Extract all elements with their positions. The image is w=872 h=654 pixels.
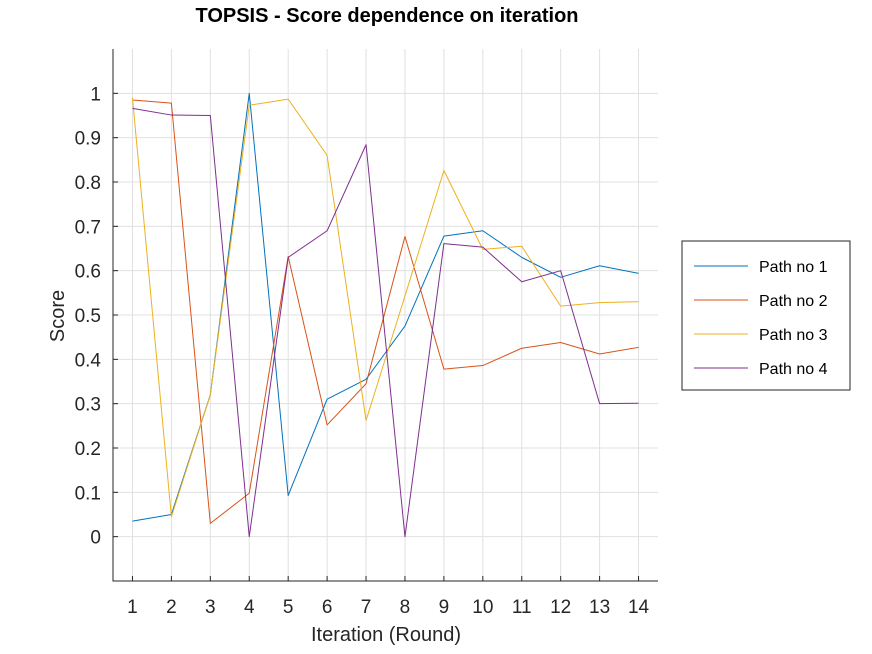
series-lines [131, 92, 639, 538]
legend: Path no 1 Path no 2 Path no 3 Path no 4 [681, 240, 851, 391]
axes [112, 49, 658, 582]
series-line-path-no-2 [132, 99, 639, 524]
x-tick-label: 8 [400, 597, 411, 618]
series-line-path-no-1 [132, 92, 639, 522]
x-tick-label: 5 [283, 597, 294, 618]
x-tick-label: 14 [628, 597, 650, 618]
y-tick-label: 0 [90, 528, 101, 549]
y-tick-label: 1 [90, 84, 101, 105]
x-tick-label: 13 [589, 597, 610, 618]
x-tick-labels: 1 2 3 4 5 6 7 8 9 10 11 12 13 14 [127, 597, 649, 618]
y-tick-label: 0.8 [75, 173, 101, 194]
legend-entry: Path no 3 [759, 327, 828, 344]
x-tick-label: 6 [322, 597, 333, 618]
y-tick-labels: 0 0.1 0.2 0.3 0.4 0.5 0.6 0.7 0.8 0.9 1 [75, 84, 102, 548]
y-tick-label: 0.3 [75, 395, 101, 416]
y-tick-label: 0.7 [75, 217, 101, 238]
grid [113, 49, 658, 581]
y-tick-label: 0.6 [75, 262, 101, 283]
x-tick-label: 7 [361, 597, 372, 618]
legend-entry: Path no 1 [759, 259, 828, 276]
x-tick-label: 11 [512, 597, 532, 618]
x-axis-label: Iteration (Round) [311, 624, 461, 646]
x-tick-label: 3 [205, 597, 216, 618]
x-tick-label: 4 [244, 597, 255, 618]
x-tick-label: 12 [550, 597, 571, 618]
y-axis-label: Score [47, 290, 69, 342]
chart-title: TOPSIS - Score dependence on iteration [195, 5, 578, 27]
y-tick-label: 0.9 [75, 129, 101, 150]
y-tick-label: 0.2 [75, 439, 101, 460]
x-tick-label: 2 [166, 597, 177, 618]
series-line-path-no-3 [131, 97, 639, 518]
x-tick-label: 9 [439, 597, 450, 618]
legend-entry: Path no 2 [759, 293, 828, 310]
y-tick-label: 0.4 [75, 350, 102, 371]
x-tick-label: 10 [472, 597, 493, 618]
legend-entry: Path no 4 [759, 361, 828, 378]
y-tick-label: 0.5 [75, 306, 101, 327]
series-line-path-no-4 [132, 107, 639, 538]
y-tick-label: 0.1 [75, 483, 101, 504]
axis-lines [112, 49, 658, 582]
x-tick-label: 1 [127, 597, 138, 618]
